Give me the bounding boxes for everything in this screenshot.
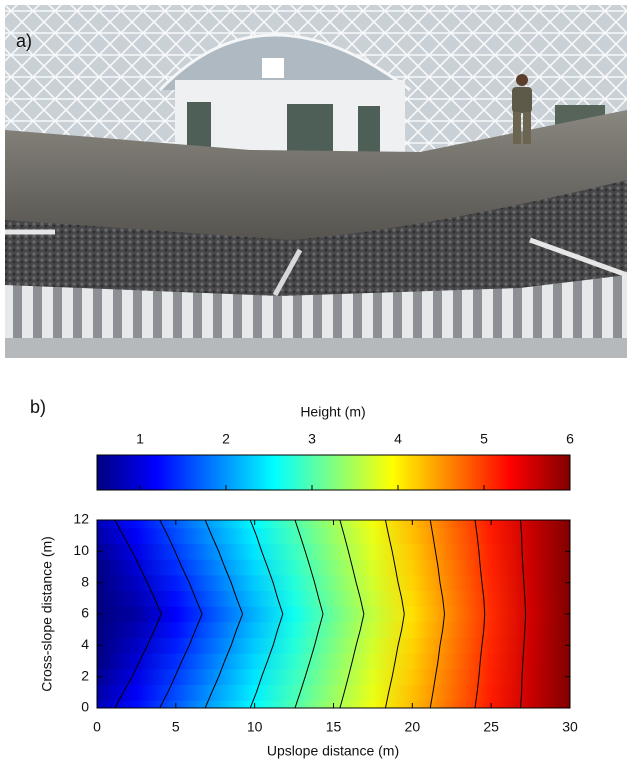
y-tick-label: 4 <box>81 636 89 652</box>
height-row <box>97 621 570 638</box>
height-row <box>97 590 570 607</box>
person <box>512 74 532 144</box>
panel-label: a) <box>16 31 32 51</box>
colorbar-title: Height (m) <box>300 404 365 420</box>
x-tick-label: 15 <box>326 719 342 735</box>
height-row <box>97 668 570 685</box>
y-tick-label: 0 <box>81 699 89 715</box>
photo <box>5 5 627 358</box>
colorbar <box>96 454 571 491</box>
height-row <box>97 543 570 560</box>
height-row <box>97 558 570 576</box>
colorbar-tick-label: 2 <box>222 431 230 447</box>
x-tick-label: 5 <box>172 719 180 735</box>
colorbar-tick-label: 6 <box>566 431 574 447</box>
height-row <box>97 527 570 544</box>
contour-line <box>429 520 446 708</box>
colorbar-tick-label: 1 <box>136 431 144 447</box>
y-tick-label: 2 <box>81 667 89 683</box>
colorbar-tick-label: 5 <box>480 431 488 447</box>
colorbar-tick-label: 3 <box>308 431 316 447</box>
contour-line <box>249 520 284 708</box>
contour-line <box>384 520 405 708</box>
x-tick-label: 10 <box>247 719 263 735</box>
contour-line <box>339 520 365 708</box>
height-row <box>97 574 570 591</box>
x-tick-label: 20 <box>405 719 421 735</box>
height-row <box>97 637 570 654</box>
y-tick-label: 10 <box>73 542 89 558</box>
y-axis-label: Cross-slope distance (m) <box>39 536 55 692</box>
height-row <box>97 684 570 701</box>
contour-line <box>294 520 324 708</box>
x-axis-label: Upslope distance (m) <box>267 743 399 759</box>
x-tick-label: 0 <box>93 719 101 735</box>
contour-line <box>520 520 527 708</box>
contour-line <box>474 520 486 708</box>
y-tick-label: 8 <box>81 573 89 589</box>
contour-line <box>204 520 244 708</box>
x-tick-label: 25 <box>483 719 499 735</box>
contour-line <box>114 520 162 708</box>
contour-line <box>159 520 203 708</box>
colorbar-tick-label: 4 <box>394 431 402 447</box>
plot-area <box>97 520 570 708</box>
height-row <box>97 605 570 623</box>
x-tick-label: 30 <box>562 719 578 735</box>
panel-label: b) <box>30 397 46 417</box>
y-tick-label: 12 <box>73 511 89 527</box>
height-row <box>97 652 570 670</box>
y-tick-label: 6 <box>81 605 89 621</box>
